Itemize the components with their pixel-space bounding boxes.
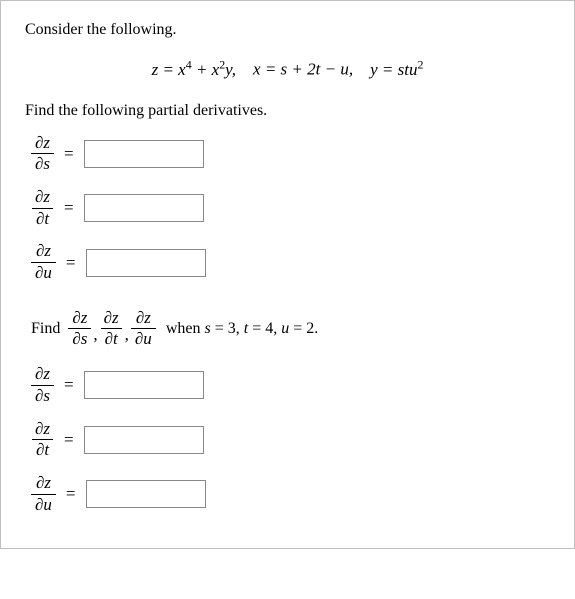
prompt-text: Find the following partial derivatives. <box>25 102 550 120</box>
eval-input-dz-ds[interactable] <box>84 371 204 399</box>
equals-sign: = <box>64 375 74 395</box>
frac-dz-du: ∂z ∂u <box>31 242 56 282</box>
equals-sign: = <box>66 253 76 273</box>
partial-row-dt: ∂z ∂t = <box>31 188 550 228</box>
equals-sign: = <box>64 430 74 450</box>
eval-input-dz-du[interactable] <box>86 480 206 508</box>
partial-row-du: ∂z ∂u = <box>31 242 550 282</box>
eval-row-ds: ∂z ∂s = <box>31 365 550 405</box>
find-word: Find <box>31 320 60 338</box>
eval-frac-dz-ds: ∂z ∂s <box>31 365 54 405</box>
eval-row-dt: ∂z ∂t = <box>31 420 550 460</box>
equals-sign: = <box>66 484 76 504</box>
problem-container: Consider the following. z = x4 + x2y, x … <box>0 0 575 549</box>
equals-sign: = <box>64 198 74 218</box>
intro-text: Consider the following. <box>25 21 550 39</box>
find-frac-du: ∂z ∂u <box>131 309 156 349</box>
find-frac-ds: ∂z ∂s <box>68 309 91 349</box>
frac-dz-ds: ∂z ∂s <box>31 134 54 174</box>
x-expression: x = s + 2t − u, <box>253 60 353 79</box>
when-clause: when s = 3, t = 4, u = 2. <box>166 320 318 338</box>
answer-input-dz-dt[interactable] <box>84 194 204 222</box>
eval-frac-dz-dt: ∂z ∂t <box>31 420 54 460</box>
frac-dz-dt: ∂z ∂t <box>31 188 54 228</box>
equation-line: z = x4 + x2y, x = s + 2t − u, y = stu2 <box>25 57 550 80</box>
z-expression: z = x4 + x2y, <box>152 60 236 79</box>
eval-row-du: ∂z ∂u = <box>31 474 550 514</box>
y-expression: y = stu2 <box>370 60 423 79</box>
eval-input-dz-dt[interactable] <box>84 426 204 454</box>
eval-frac-dz-du: ∂z ∂u <box>31 474 56 514</box>
find-line: Find ∂z ∂s , ∂z ∂t , ∂z ∂u when s = 3, t… <box>31 309 550 349</box>
find-frac-dt: ∂z ∂t <box>100 309 123 349</box>
answer-input-dz-du[interactable] <box>86 249 206 277</box>
partial-row-ds: ∂z ∂s = <box>31 134 550 174</box>
answer-input-dz-ds[interactable] <box>84 140 204 168</box>
equals-sign: = <box>64 144 74 164</box>
